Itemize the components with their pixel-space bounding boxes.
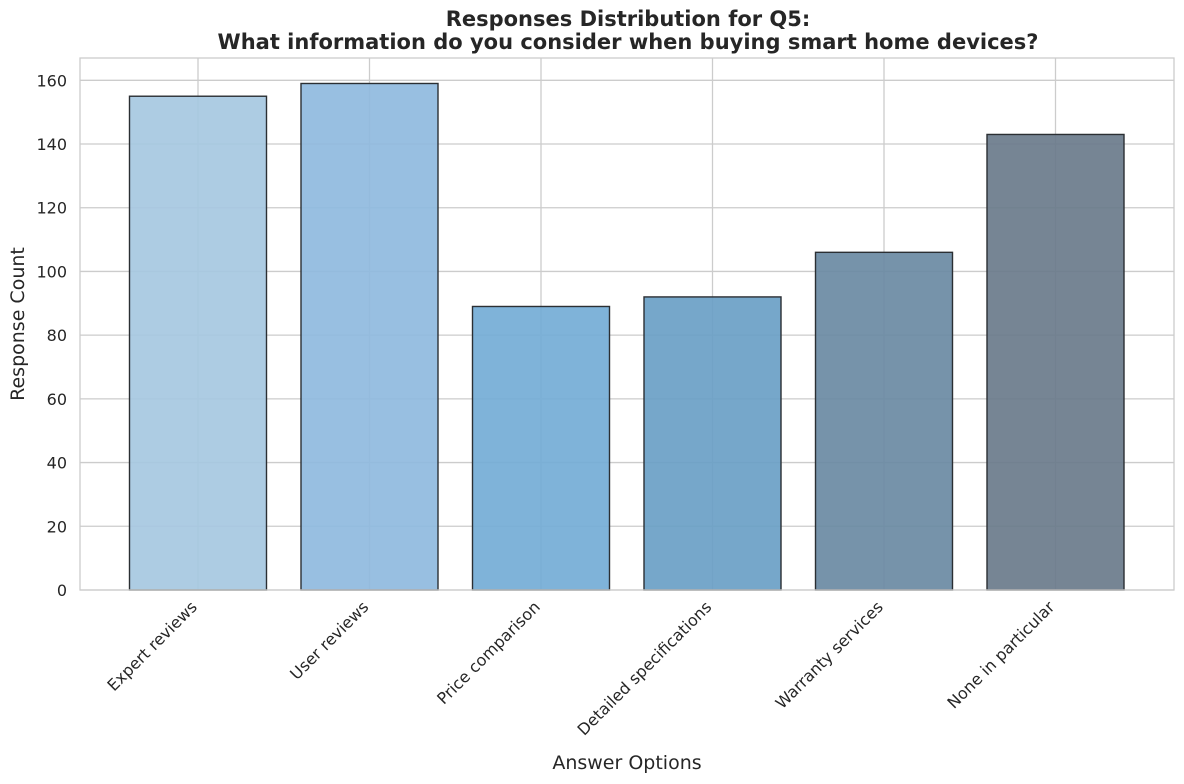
bar-price-comparison [471,305,611,591]
y-tick-label: 0 [57,581,67,600]
bar-user-reviews [300,82,439,591]
bar-detailed-specifications [643,296,782,591]
y-tick-label: 20 [47,517,67,536]
chart-title-line-1: Responses Distribution for Q5: [446,7,811,31]
y-tick-label: 140 [36,135,67,154]
y-tick-label: 160 [36,71,67,90]
x-tick-label: None in particular [943,597,1058,712]
x-tick-labels: Expert reviews User reviews Price comparis… [103,597,1058,739]
x-tick-label: Detailed specifications [574,597,716,739]
y-tick-label: 40 [47,454,67,473]
y-tick-label: 80 [47,326,67,345]
y-axis-label: Response Count [7,247,29,401]
y-tick-label: 100 [36,262,67,281]
x-tick-label: Price comparison [433,597,544,708]
x-tick-label: Expert reviews [103,597,200,694]
y-tick-label: 60 [47,390,67,409]
x-tick-label: User reviews [286,597,372,683]
chart-title-line-2: What information do you consider when bu… [218,30,1039,54]
bar-warranty-services [814,251,954,591]
bar-none-in-particular [986,133,1125,591]
bars [128,82,1125,591]
y-tick-label: 120 [36,199,67,218]
bar-expert-reviews [128,95,268,591]
plot-frame [79,57,1175,591]
y-tick-labels: 0 20 40 60 80 100 120 140 160 [36,71,67,600]
x-tick-label: Warranty services [772,597,887,712]
x-axis-label: Answer Options [552,752,701,774]
